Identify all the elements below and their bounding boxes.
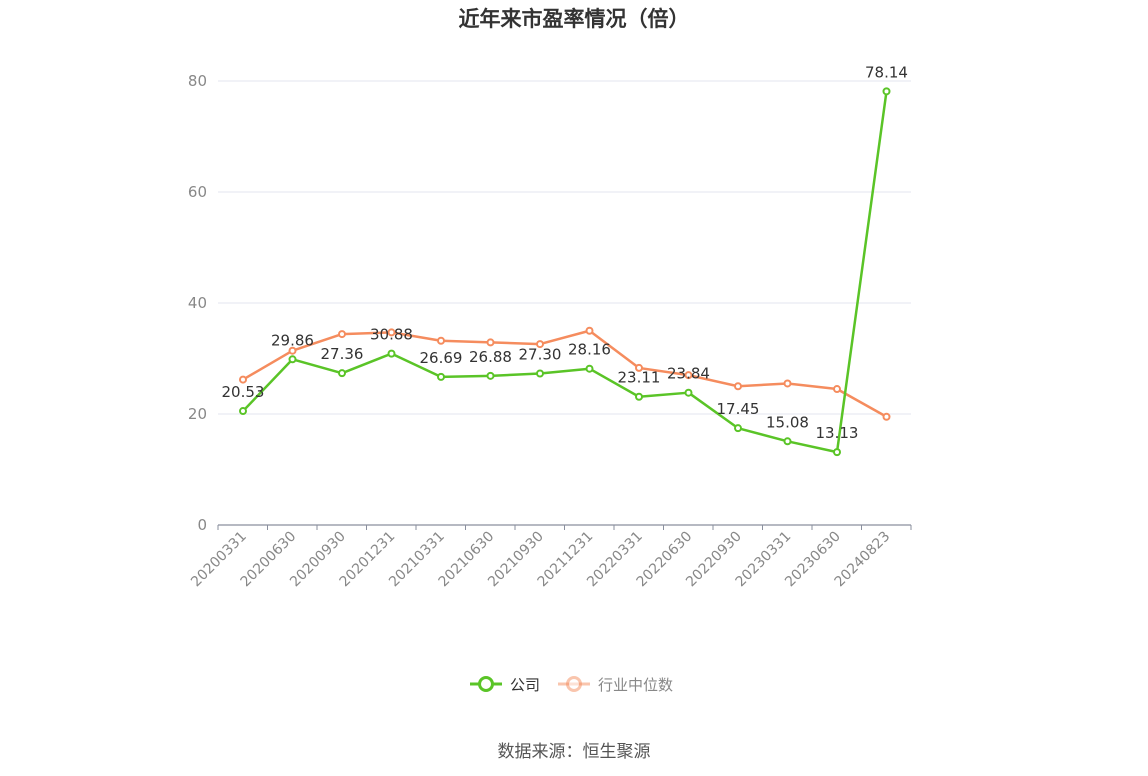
y-tick-label: 0 [197,516,207,534]
data-point-industry-median[interactable] [338,330,346,339]
data-point-industry-median[interactable] [734,382,742,391]
data-point-company[interactable] [387,349,396,358]
data-source-note: 数据来源：恒生聚源 [498,742,651,762]
data-point-company[interactable] [684,388,693,397]
data-point-company[interactable] [635,392,643,401]
data-point-industry-median[interactable] [437,336,445,345]
series-layer [239,87,891,457]
data-label-company: 78.14 [865,63,908,81]
data-label-company: 23.84 [667,365,710,383]
data-point-company[interactable] [734,424,742,433]
y-tick-label: 60 [188,183,207,201]
data-label-layer: 20.53 29.86 27.36 30.88 26.69 26.88 27.30 28.16… [222,63,908,442]
legend[interactable]: 公司 行业中位数 [470,676,673,694]
data-point-company[interactable] [437,372,445,381]
data-label-company: 17.45 [717,400,760,418]
data-point-industry-median[interactable] [486,338,495,347]
data-point-industry-median[interactable] [684,371,693,380]
data-point-company[interactable] [882,87,891,96]
data-point-company[interactable] [585,364,594,373]
data-point-industry-median[interactable] [635,363,643,372]
legend-item-company[interactable]: 公司 [470,676,540,694]
data-label-company: 27.36 [321,345,364,363]
data-label-company: 26.69 [420,349,463,367]
data-label-company: 26.88 [469,348,512,366]
data-point-industry-median[interactable] [585,326,594,335]
y-tick-label: 80 [188,72,207,90]
legend-industry-label: 行业中位数 [598,676,673,694]
legend-industry-circle-icon [566,676,582,692]
data-label-company: 27.30 [519,345,562,363]
data-point-industry-median[interactable] [536,340,544,349]
data-label-company: 29.86 [271,331,314,349]
y-tick-label: 40 [188,294,207,312]
data-point-industry-median[interactable] [882,412,891,421]
data-point-company[interactable] [239,407,247,416]
series-line-company [241,90,888,454]
series-line-industry-median [241,329,888,419]
grid-layer [218,80,911,415]
data-point-industry-median[interactable] [288,346,297,355]
data-point-company[interactable] [783,437,792,446]
legend-company-label: 公司 [510,676,540,694]
legend-company-circle-icon [478,676,494,692]
data-point-industry-median[interactable] [783,379,792,388]
data-point-industry-median[interactable] [387,328,396,337]
data-point-company[interactable] [536,369,544,378]
data-point-company[interactable] [338,369,346,378]
legend-item-industry-median[interactable]: 行业中位数 [558,676,673,694]
data-point-industry-median[interactable] [833,385,841,394]
chart-title: 近年来市盈率情况（倍） [459,7,690,31]
data-label-company: 30.88 [370,326,413,344]
data-label-company: 20.53 [222,383,265,401]
data-label-company: 15.08 [766,413,809,431]
data-label-company: 13.13 [816,424,859,442]
data-label-company: 28.16 [568,341,611,359]
data-point-company[interactable] [486,371,495,380]
data-point-company[interactable] [288,355,297,364]
data-point-company[interactable] [833,448,841,457]
data-point-industry-median[interactable] [239,375,247,384]
data-label-company: 23.11 [618,369,661,387]
y-tick-label: 20 [188,405,207,423]
